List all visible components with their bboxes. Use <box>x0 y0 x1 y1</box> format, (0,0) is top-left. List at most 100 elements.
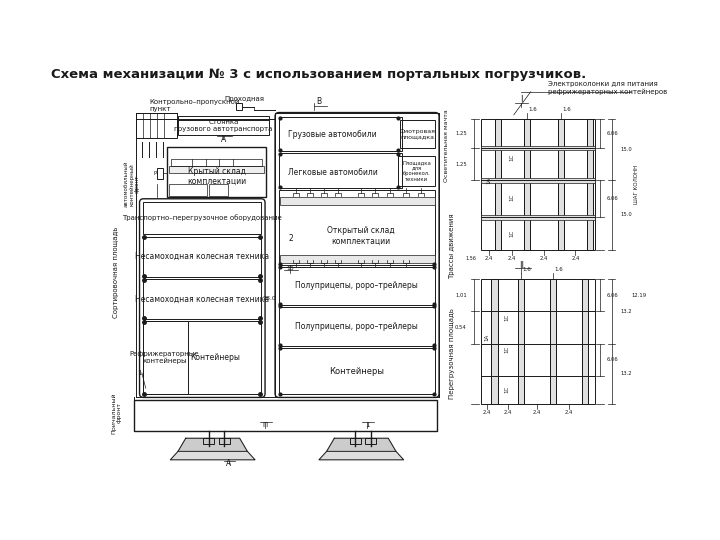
Bar <box>279 307 435 346</box>
Text: Полуприцепы, роро–трейлеры: Полуприцепы, роро–трейлеры <box>295 322 418 331</box>
Text: 13.2: 13.2 <box>621 371 632 376</box>
Text: 1.6: 1.6 <box>554 267 563 272</box>
Text: Причальный
фронт: Причальный фронт <box>111 392 122 434</box>
Text: 1C: 1C <box>504 314 509 321</box>
Text: 1: 1 <box>138 370 142 376</box>
Text: Осветительная мачта: Осветительная мачта <box>444 109 449 182</box>
Bar <box>134 400 437 430</box>
Text: Проходная: Проходная <box>224 97 264 103</box>
Bar <box>235 103 242 110</box>
Bar <box>279 153 402 188</box>
Text: Рефрижераторные
контейнеры: Рефрижераторные контейнеры <box>130 350 199 364</box>
Bar <box>492 279 498 403</box>
Text: II: II <box>519 260 524 269</box>
Text: ШАГ КОЛОНН: ШАГ КОЛОНН <box>634 165 639 204</box>
Text: Стоянка
грузового автотранспорта: Стоянка грузового автотранспорта <box>174 119 273 132</box>
Bar <box>523 119 530 249</box>
Bar <box>219 438 230 444</box>
Text: Несамоходная колесная техника: Несамоходная колесная техника <box>135 294 269 303</box>
Bar <box>178 116 269 135</box>
Text: 6.06: 6.06 <box>607 196 618 201</box>
Bar <box>481 146 595 150</box>
Text: Открытый склад
комплектации: Открытый склад комплектации <box>328 226 395 246</box>
Text: 1C: 1C <box>504 386 509 393</box>
Text: 15.0: 15.0 <box>621 147 633 152</box>
Polygon shape <box>171 451 255 460</box>
Bar <box>143 202 261 234</box>
Text: 1C: 1C <box>504 346 509 353</box>
Text: 1.25: 1.25 <box>455 161 467 167</box>
Bar <box>582 279 588 403</box>
Bar <box>167 147 266 197</box>
Text: П: П <box>262 422 268 428</box>
Bar <box>279 255 435 262</box>
Text: 2.4: 2.4 <box>485 256 493 261</box>
Text: 2.4: 2.4 <box>533 410 541 415</box>
Bar <box>143 237 261 276</box>
Text: 1.6: 1.6 <box>522 267 531 272</box>
Text: 28.0: 28.0 <box>262 296 276 301</box>
Text: Перегрузочная площадь: Перегрузочная площадь <box>449 308 455 399</box>
Bar <box>550 279 556 403</box>
Text: А: А <box>221 135 226 144</box>
Text: 1.01: 1.01 <box>455 293 467 298</box>
Text: 0.54: 0.54 <box>455 325 467 330</box>
Text: 12.19: 12.19 <box>631 293 647 298</box>
Bar <box>365 438 376 444</box>
Text: Легковые автомобили: Легковые автомобили <box>288 168 378 177</box>
Text: Крытый склад
комплектации: Крытый склад комплектации <box>187 167 246 186</box>
Bar <box>495 119 500 249</box>
Bar <box>137 113 176 138</box>
Text: 6.06: 6.06 <box>607 131 618 136</box>
Text: 1.6: 1.6 <box>528 107 537 112</box>
Text: Площадка
для
бронекол.
техники: Площадка для бронекол. техники <box>402 160 431 183</box>
Bar <box>558 119 564 249</box>
Text: 1A: 1A <box>487 177 492 184</box>
Text: 13.2: 13.2 <box>621 309 632 314</box>
Text: Контейнеры: Контейнеры <box>329 367 384 376</box>
Bar <box>398 157 435 186</box>
Bar <box>143 279 261 319</box>
Text: 2.4: 2.4 <box>565 410 573 415</box>
Polygon shape <box>178 438 248 451</box>
Text: 2: 2 <box>288 233 293 242</box>
Bar <box>350 438 361 444</box>
Text: Сортировочная площадь: Сортировочная площадь <box>114 227 120 319</box>
Text: автомобильный
контейнерный
фронт: автомобильный контейнерный фронт <box>123 161 140 207</box>
Text: 1A: 1A <box>485 334 490 341</box>
Polygon shape <box>319 451 404 460</box>
Bar <box>495 119 500 249</box>
Text: Схема механизации № 3 с использованием портальных погрузчиков.: Схема механизации № 3 с использованием п… <box>51 68 587 82</box>
Bar <box>558 119 564 249</box>
Bar <box>279 117 402 151</box>
Polygon shape <box>327 438 396 451</box>
Text: Грузовые автомобили: Грузовые автомобили <box>289 130 377 139</box>
Bar <box>550 279 556 403</box>
Text: Трассы движения: Трассы движения <box>449 213 455 279</box>
Bar <box>481 215 595 220</box>
Bar <box>582 279 588 403</box>
Text: 2.4: 2.4 <box>571 256 580 261</box>
Bar <box>587 119 593 249</box>
Text: Полуприцепы, роро–трейлеры: Полуприцепы, роро–трейлеры <box>295 281 418 291</box>
Bar <box>157 168 163 179</box>
Bar <box>279 348 435 394</box>
Text: А: А <box>226 459 232 468</box>
Bar <box>279 190 435 265</box>
Text: I: I <box>521 95 523 104</box>
Text: Р: Р <box>153 171 156 176</box>
Text: 1: 1 <box>365 422 369 428</box>
Text: Электроколонки для питания
рефрижераторных контейнеров: Электроколонки для питания рефрижераторн… <box>549 81 667 94</box>
Text: 1C: 1C <box>509 230 514 237</box>
Text: 2.4: 2.4 <box>482 410 491 415</box>
Bar <box>168 166 264 173</box>
Bar <box>279 267 435 305</box>
Text: 1.25: 1.25 <box>455 131 467 136</box>
Bar <box>171 159 262 166</box>
Bar <box>204 438 215 444</box>
Text: Контрольно–пропускной
пункт: Контрольно–пропускной пункт <box>150 98 240 112</box>
Bar <box>143 321 188 394</box>
Bar <box>279 197 435 205</box>
Bar <box>481 279 595 403</box>
Text: 2.4: 2.4 <box>503 410 512 415</box>
